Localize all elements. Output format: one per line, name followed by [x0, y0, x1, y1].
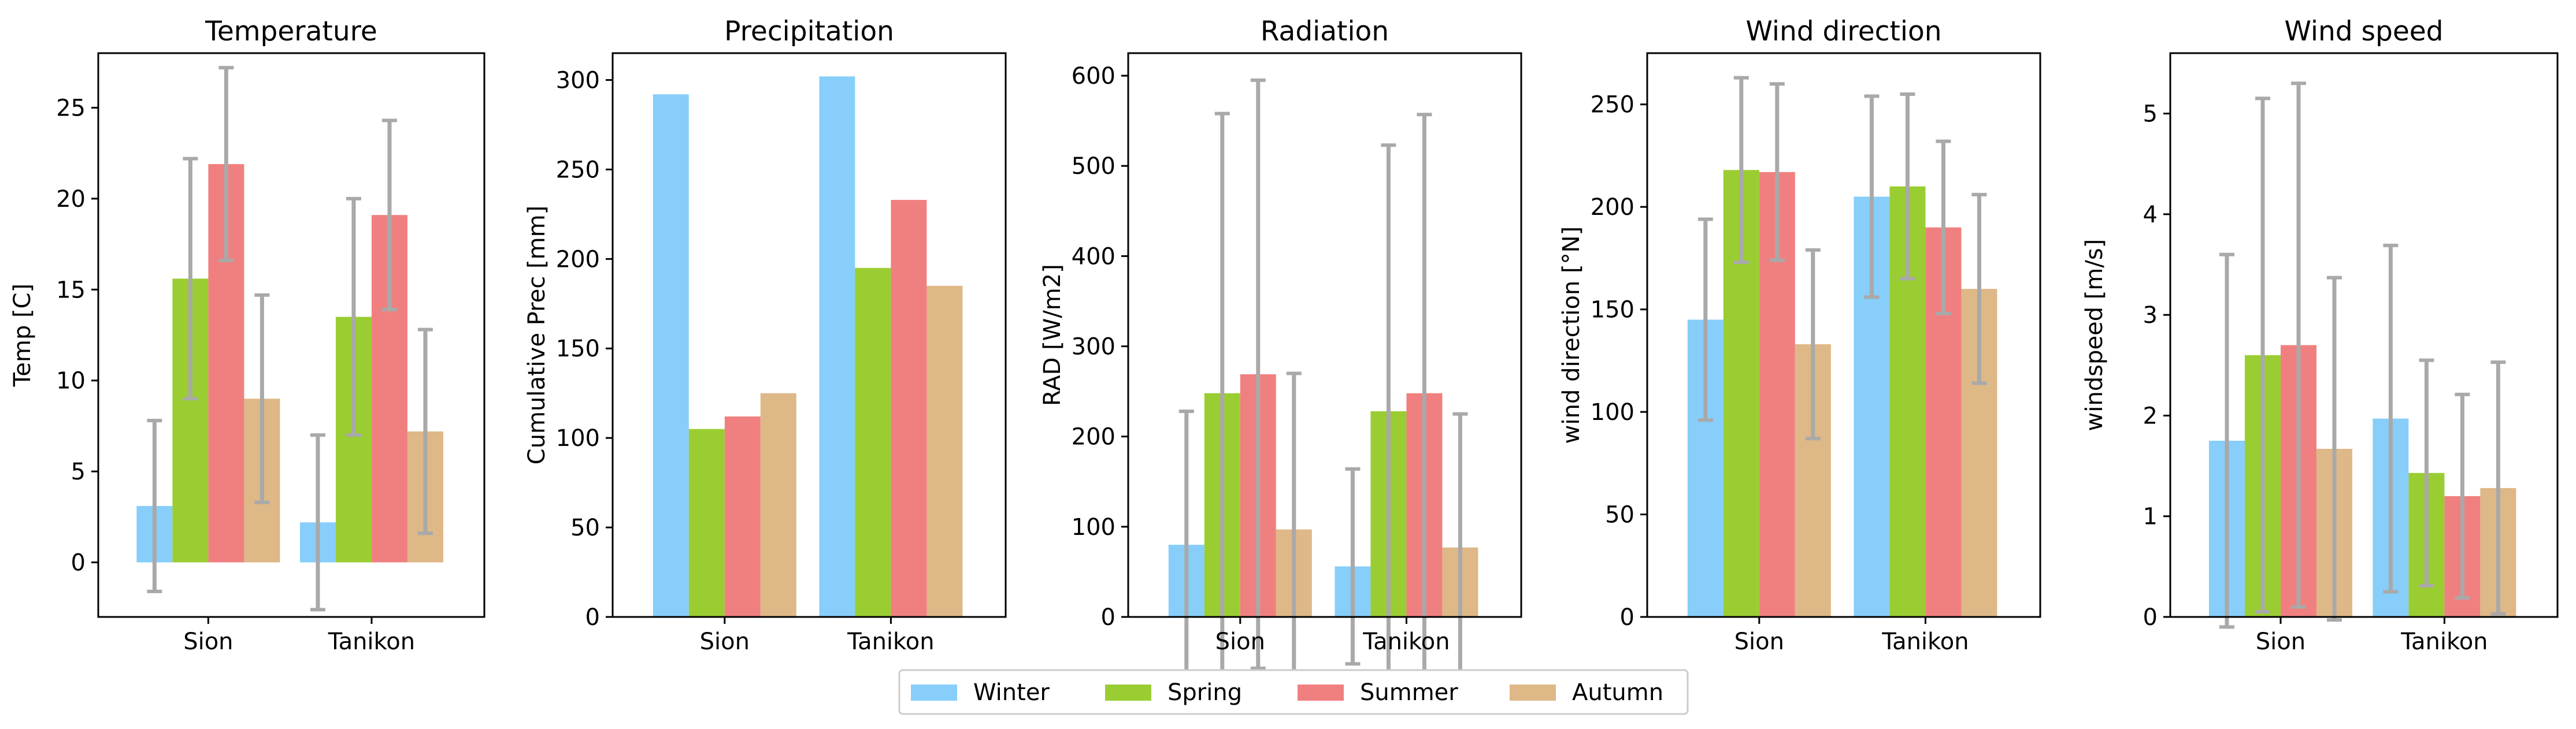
x-tick-label: Tanikon	[2400, 628, 2488, 655]
y-tick-label: 1	[2143, 504, 2158, 530]
x-tick-label: Tanikon	[328, 628, 415, 655]
panel-2: Radiation RAD [W/m2] 0 100 200 300 400 500 600 Si…	[1039, 16, 1522, 687]
legend-label-autumn: Autumn	[1572, 679, 1663, 706]
x-tick-label: Sion	[1215, 628, 1265, 655]
y-tick-label: 15	[56, 277, 86, 303]
chart-title: Wind speed	[2284, 16, 2443, 47]
x-tick-label: Tanikon	[1881, 628, 1969, 655]
y-axis-label: Temp [C]	[9, 284, 36, 387]
chart-title: Temperature	[205, 16, 377, 47]
bar-winter-sion	[653, 94, 689, 617]
bar-winter-tanikon	[819, 76, 855, 617]
bar-summer-tanikon	[891, 200, 927, 618]
y-axis-label: RAD [W/m2]	[1039, 264, 1066, 406]
x-tick-label: Tanikon	[847, 628, 934, 655]
y-tick-label: 400	[1072, 243, 1115, 270]
y-tick-label: 200	[556, 246, 600, 273]
panel-1: Precipitation Cumulative Prec [mm] 0 50 100 1…	[524, 16, 1007, 655]
y-tick-label: 10	[56, 368, 86, 395]
panel-4: Wind speed windspeed [m/s] 0 1 2 3 4 5 Sion Tanik…	[2081, 16, 2559, 655]
y-tick-label: 250	[1591, 92, 1634, 118]
legend-swatch-spring	[1105, 685, 1151, 701]
y-tick-label: 0	[71, 550, 86, 576]
y-tick-label: 0	[585, 604, 600, 631]
y-tick-label: 200	[1591, 194, 1634, 221]
legend-swatch-winter	[911, 685, 957, 701]
legend-swatch-summer	[1298, 685, 1344, 701]
bar-spring-sion	[688, 429, 725, 617]
axes-frame	[2169, 52, 2559, 618]
y-tick-label: 5	[71, 459, 86, 485]
chart-title: Radiation	[1261, 16, 1389, 47]
y-tick-label: 50	[1605, 502, 1634, 529]
y-tick-label: 150	[1591, 297, 1634, 323]
y-tick-label: 150	[556, 336, 600, 362]
axes-frame	[1127, 52, 1522, 618]
x-tick-label: Tanikon	[1362, 628, 1450, 655]
bar-autumn-tanikon	[926, 285, 963, 617]
y-tick-label: 3	[2143, 302, 2158, 329]
y-tick-label: 0	[2143, 604, 2158, 631]
y-tick-label: 600	[1072, 63, 1115, 90]
y-tick-label: 100	[556, 425, 600, 452]
legend-label-summer: Summer	[1360, 679, 1458, 706]
y-tick-label: 5	[2143, 101, 2158, 128]
axes-frame	[1646, 52, 2041, 618]
panel-3: Wind direction wind direction [°N] 0 50 100 1…	[1558, 16, 2041, 655]
y-tick-label: 0	[1101, 604, 1115, 631]
bar-summer-sion	[724, 416, 761, 617]
y-tick-label: 25	[56, 95, 86, 121]
axes-frame	[97, 52, 485, 618]
y-tick-label: 500	[1072, 153, 1115, 180]
panel-0: Temperature Temp [C] 0 5 10 15 20 25 Sion Tanikon	[9, 16, 485, 655]
legend-label-winter: Winter	[973, 679, 1050, 706]
x-tick-label: Sion	[1734, 628, 1784, 655]
bar-spring-tanikon	[855, 267, 891, 617]
x-tick-label: Sion	[183, 628, 233, 655]
y-axis-label: windspeed [m/s]	[2081, 239, 2108, 432]
chart-title: Precipitation	[724, 16, 894, 47]
y-tick-label: 250	[556, 157, 600, 183]
y-tick-label: 50	[570, 515, 600, 541]
y-axis-label: Cumulative Prec [mm]	[524, 206, 550, 464]
y-axis-label: wind direction [°N]	[1558, 226, 1585, 444]
y-tick-label: 0	[1620, 604, 1634, 631]
legend: Winter Spring Summer Autumn	[898, 669, 1689, 715]
x-tick-label: Sion	[700, 628, 750, 655]
legend-swatch-autumn	[1510, 685, 1556, 701]
y-tick-label: 300	[1072, 334, 1115, 360]
y-tick-label: 300	[556, 67, 600, 94]
y-tick-label: 200	[1072, 424, 1115, 451]
y-tick-label: 100	[1591, 399, 1634, 426]
y-tick-label: 100	[1072, 514, 1115, 541]
axes-frame	[611, 52, 1007, 618]
legend-label-spring: Spring	[1167, 679, 1242, 706]
x-tick-label: Sion	[2256, 628, 2306, 655]
chart-title: Wind direction	[1745, 16, 1941, 47]
y-tick-label: 20	[56, 186, 86, 213]
bar-autumn-sion	[760, 393, 796, 617]
y-tick-label: 2	[2143, 403, 2158, 429]
legend-box	[898, 669, 1689, 715]
y-tick-label: 4	[2143, 202, 2158, 228]
